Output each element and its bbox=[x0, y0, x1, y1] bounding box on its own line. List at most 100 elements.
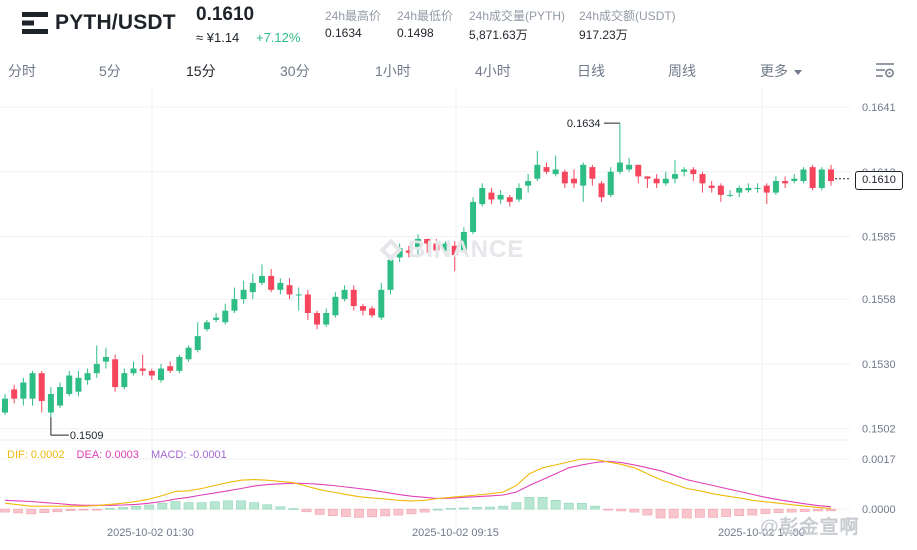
candle-body bbox=[754, 187, 761, 189]
candle-down bbox=[433, 238, 440, 258]
candle-body bbox=[66, 375, 73, 395]
trading-pair-title[interactable]: PYTH/USDT bbox=[55, 11, 176, 34]
candle-body bbox=[314, 312, 321, 325]
macd-bar-positive bbox=[432, 508, 443, 511]
tab-1d[interactable]: 日线 bbox=[577, 63, 605, 79]
candle-up bbox=[185, 345, 192, 362]
candle-down bbox=[286, 278, 293, 300]
macd-tick-label: 0.0017 bbox=[862, 454, 896, 466]
candle-body bbox=[828, 169, 834, 182]
more-label: 更多 bbox=[760, 63, 788, 79]
weibo-watermark: @彭金宣啊 bbox=[760, 517, 860, 538]
tab-30m[interactable]: 30分 bbox=[280, 63, 310, 79]
macd-bar-negative bbox=[406, 508, 417, 515]
candle-body bbox=[561, 171, 568, 184]
candle-body bbox=[222, 310, 229, 323]
candle-up bbox=[57, 382, 64, 408]
chart-grid bbox=[0, 88, 850, 528]
macd-bar-positive bbox=[524, 497, 535, 510]
candle-up bbox=[130, 361, 137, 376]
macd-bar-positive bbox=[445, 507, 456, 510]
macd-bar-negative bbox=[340, 508, 351, 517]
time-tick-label: 2025-10-02 09:15 bbox=[412, 527, 499, 539]
candle-body bbox=[470, 201, 477, 232]
macd-bar-positive bbox=[550, 499, 561, 510]
candle-up bbox=[754, 183, 761, 193]
tab-4h[interactable]: 4小时 bbox=[475, 63, 511, 79]
candle-body bbox=[626, 164, 633, 170]
dea-line bbox=[4, 460, 832, 508]
candle-up bbox=[258, 264, 265, 286]
candle-body bbox=[121, 373, 128, 388]
macd-bar-positive bbox=[590, 505, 600, 510]
candle-body bbox=[231, 299, 238, 311]
macd-bar-positive bbox=[157, 502, 168, 510]
candle-body bbox=[433, 243, 440, 251]
hamburger-logo-icon[interactable] bbox=[22, 12, 48, 34]
candle-body bbox=[616, 162, 623, 172]
candle-up bbox=[515, 183, 522, 202]
macd-bar-negative bbox=[419, 508, 430, 513]
watermark-text: BINANCE bbox=[408, 236, 525, 263]
candle-down bbox=[304, 289, 311, 320]
macd-bar-negative bbox=[26, 508, 37, 515]
candle-down bbox=[589, 164, 596, 186]
candle-body bbox=[29, 373, 36, 399]
candle-up bbox=[626, 157, 633, 172]
candle-up bbox=[341, 285, 348, 302]
macd-bar-positive bbox=[196, 502, 207, 510]
candle-up bbox=[29, 370, 36, 406]
candle-body bbox=[286, 285, 293, 295]
candle-up bbox=[387, 255, 394, 295]
price-tick-label: 0.1530 bbox=[862, 359, 896, 371]
price-tick-label: 0.1502 bbox=[862, 424, 896, 436]
candle-body bbox=[277, 282, 284, 290]
more-intervals-button[interactable]: 更多 bbox=[760, 61, 802, 81]
candle-down bbox=[690, 167, 697, 182]
candle-down bbox=[782, 176, 789, 188]
macd-bar-positive bbox=[537, 497, 548, 510]
candle-up bbox=[525, 174, 532, 193]
candle-up bbox=[396, 243, 403, 263]
candle-body bbox=[763, 185, 770, 193]
tab-15m[interactable]: 15分 bbox=[186, 63, 216, 79]
candle-up bbox=[194, 322, 201, 353]
macd-bar-positive bbox=[223, 500, 233, 510]
candle-body bbox=[580, 164, 587, 186]
stat-24h-high: 24h最高价 0.1634 bbox=[325, 7, 381, 40]
candle-down bbox=[571, 169, 578, 188]
macd-bar-negative bbox=[13, 508, 23, 514]
candle-body bbox=[451, 245, 458, 256]
candle-body bbox=[607, 171, 614, 195]
candle-up bbox=[203, 319, 210, 332]
candle-down bbox=[314, 310, 321, 330]
candle-body bbox=[396, 248, 403, 258]
tab-timeline[interactable]: 分时 bbox=[8, 63, 36, 79]
tab-1h[interactable]: 1小时 bbox=[375, 63, 411, 79]
candle-down bbox=[708, 181, 715, 193]
candle-down bbox=[451, 241, 458, 272]
tab-1w[interactable]: 周线 bbox=[668, 63, 696, 79]
candle-up bbox=[772, 176, 779, 195]
candle-up bbox=[277, 278, 284, 295]
macd-bar-negative bbox=[380, 508, 391, 517]
ticker-header: PYTH/USDT 0.1610 ≈ ¥1.14 +7.12% 24h最高价 0… bbox=[0, 0, 917, 52]
macd-bar-positive bbox=[498, 505, 509, 510]
macd-bar-positive bbox=[144, 504, 155, 510]
candle-body bbox=[148, 370, 155, 376]
macd-bar-negative bbox=[668, 508, 679, 519]
interval-tabs: 分时 5分 15分 30分 1小时 4小时 日线 周线 更多 bbox=[0, 56, 917, 84]
macd-bar-positive bbox=[485, 506, 495, 510]
candle-body bbox=[506, 197, 513, 202]
candle-up bbox=[93, 345, 100, 378]
macd-bar-negative bbox=[327, 508, 338, 516]
macd-bar-negative bbox=[747, 508, 758, 516]
candle-body bbox=[488, 192, 495, 200]
candle-down bbox=[38, 370, 45, 413]
candle-up bbox=[791, 174, 798, 184]
candle-body bbox=[112, 359, 119, 388]
tab-5m[interactable]: 5分 bbox=[99, 63, 121, 79]
chart-settings-icon[interactable] bbox=[875, 61, 895, 79]
candle-up bbox=[75, 370, 82, 397]
